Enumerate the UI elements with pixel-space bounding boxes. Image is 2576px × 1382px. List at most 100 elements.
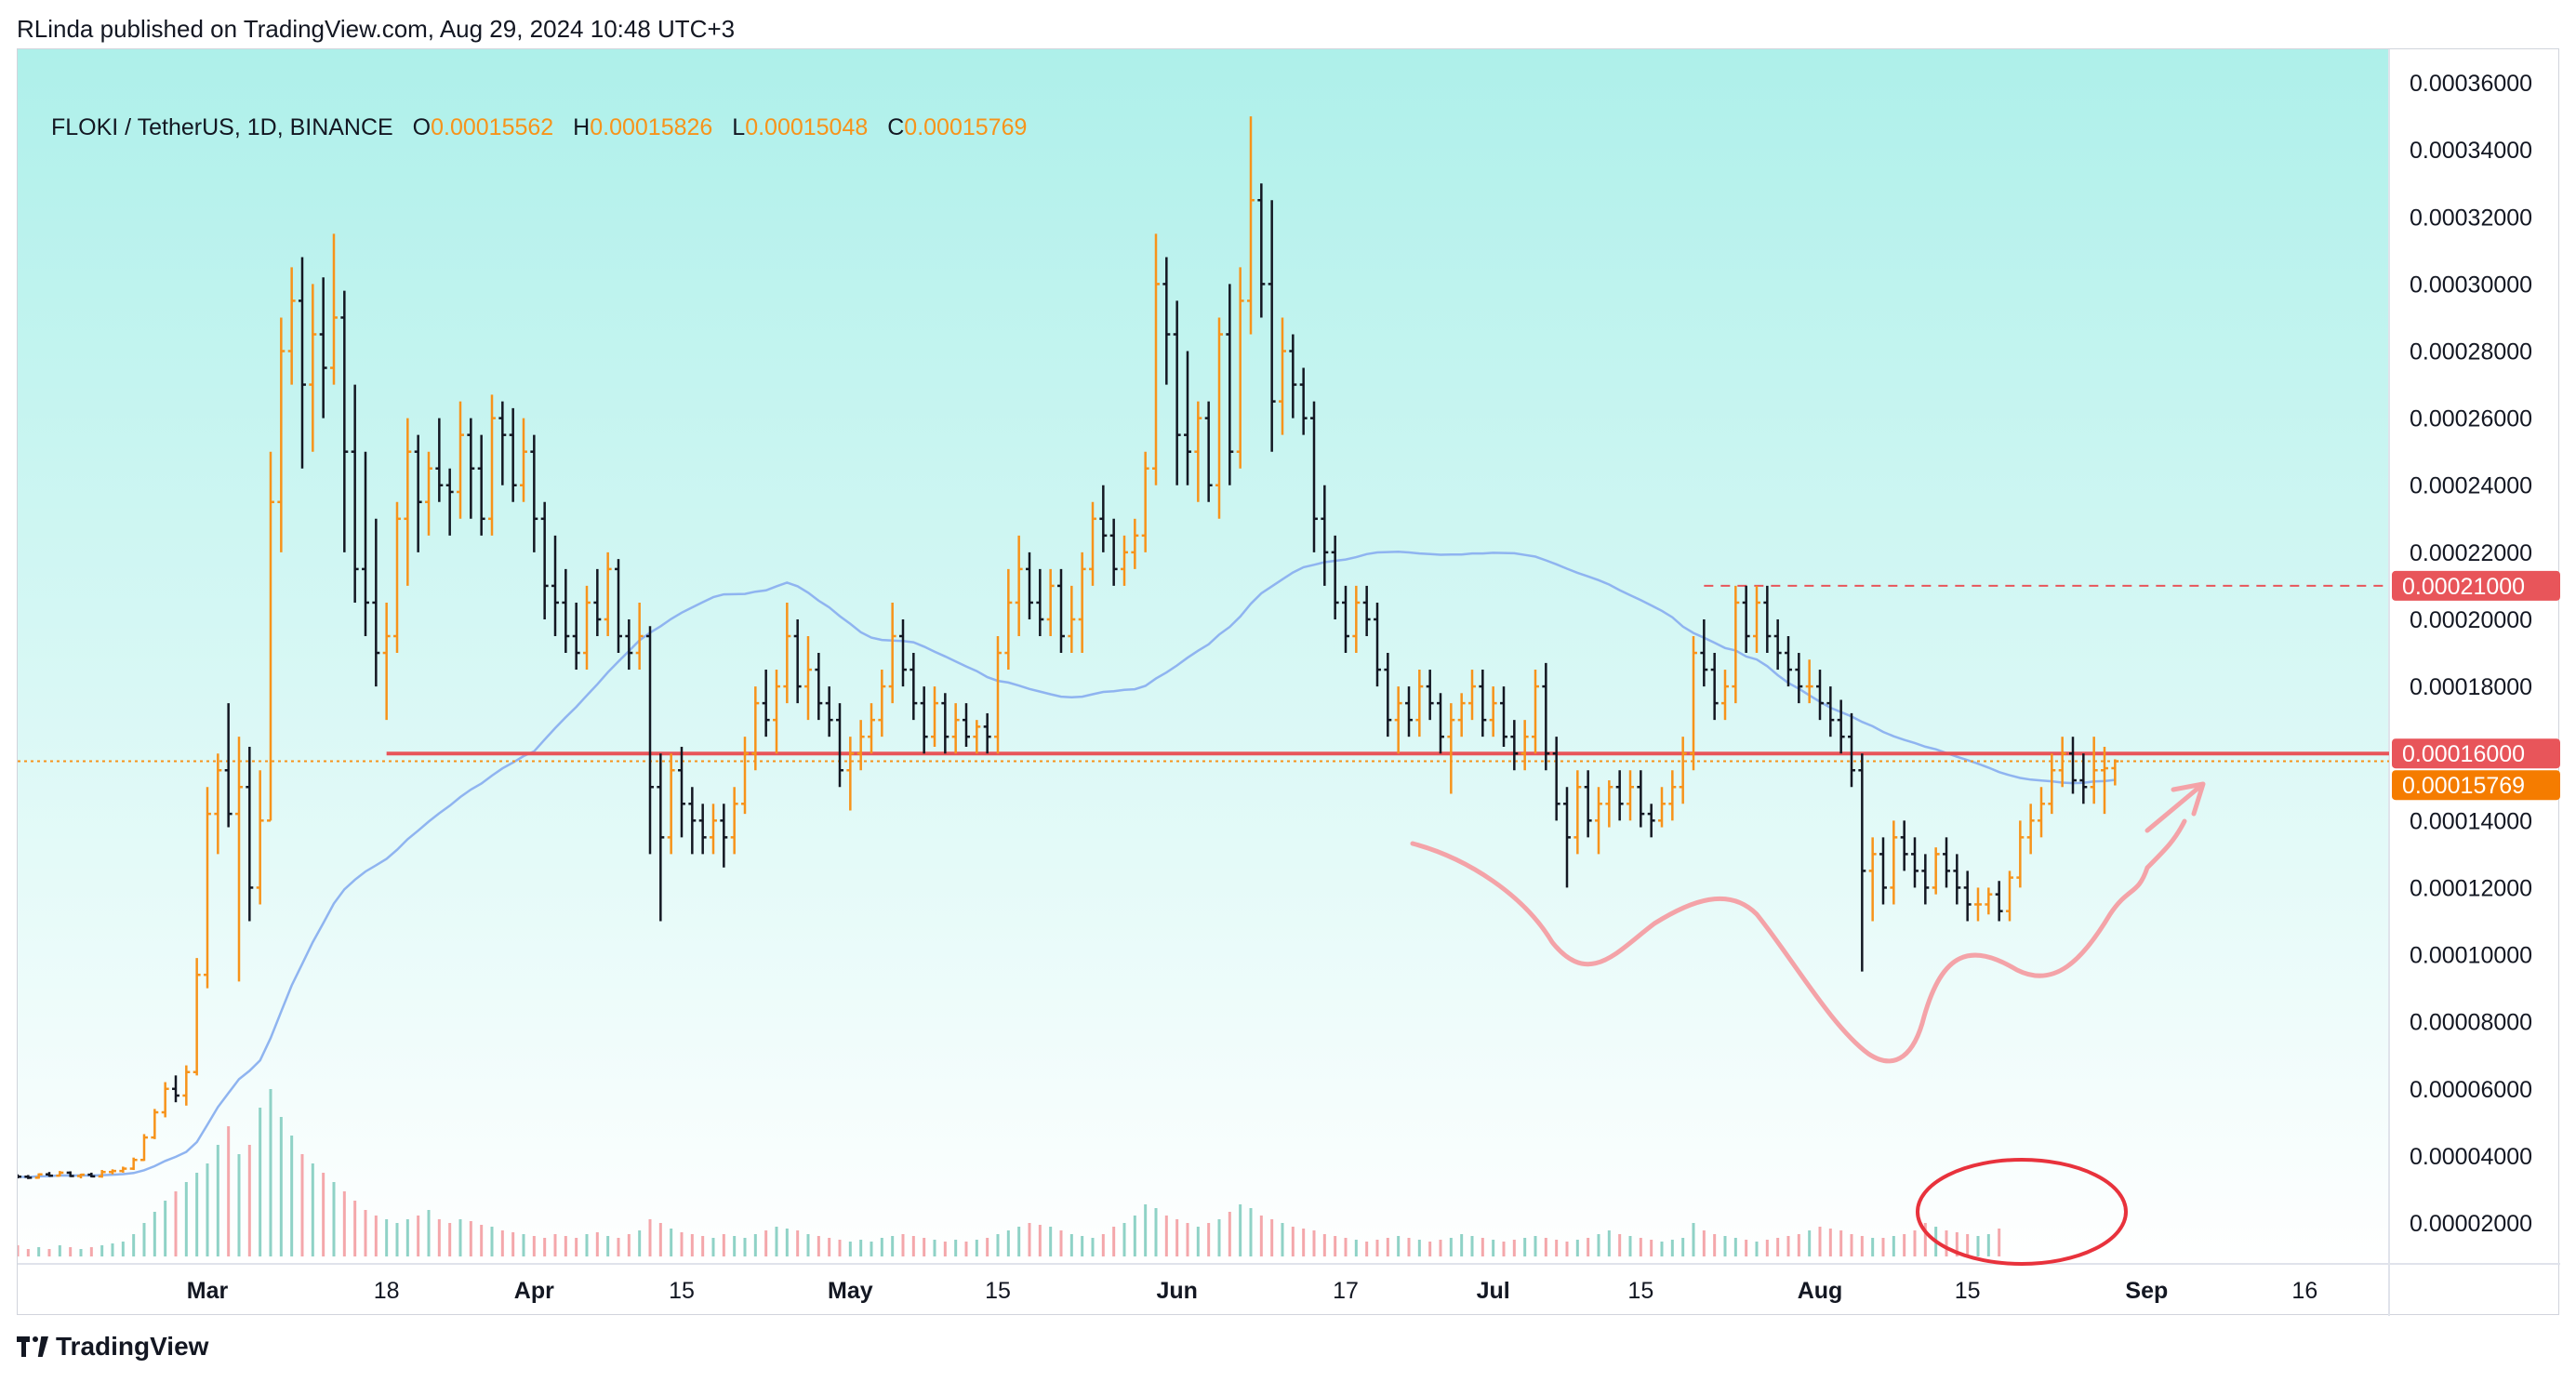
high-label: H xyxy=(573,114,591,140)
volume-bar xyxy=(1334,1236,1337,1256)
ohlc-bar xyxy=(1026,551,1033,619)
chart-frame[interactable]: 0.00002000 0.00004000 0.00006000 0.00008000… xyxy=(17,48,2560,1316)
ohlc-bar xyxy=(730,787,738,855)
time-axis-label: 16 xyxy=(2291,1278,2317,1304)
symbol-label[interactable]: FLOKI / TetherUS, 1D, BINANCE xyxy=(51,114,393,140)
ohlc-bar xyxy=(1036,568,1044,637)
volume-bar xyxy=(1776,1238,1780,1256)
ohlc-bar xyxy=(140,1134,148,1162)
time-axis-label: Apr xyxy=(514,1278,554,1304)
volume-bar xyxy=(458,1219,462,1256)
price-axis-label: 0.00008000 xyxy=(2410,1010,2532,1036)
ohlc-bar xyxy=(1215,317,1223,519)
volume-bar xyxy=(1639,1238,1642,1256)
volume-bar xyxy=(1470,1236,1474,1256)
volume-bar xyxy=(1017,1227,1021,1256)
volume-bar xyxy=(18,1245,20,1256)
ohlc-bars xyxy=(18,116,2119,1179)
price-chart[interactable]: 0.00002000 0.00004000 0.00006000 0.00008000… xyxy=(18,49,2560,1316)
ohlc-bar xyxy=(868,703,875,754)
volume-bar xyxy=(1713,1234,1717,1256)
ohlc-bar xyxy=(1457,693,1466,738)
volume-bar xyxy=(838,1240,842,1256)
ohlc-bar xyxy=(1542,662,1550,771)
volume-bar xyxy=(680,1232,684,1256)
volume-bar xyxy=(553,1234,557,1256)
ohlc-bar xyxy=(267,451,274,822)
ohlc-bar xyxy=(224,703,232,828)
volume-bar xyxy=(279,1117,283,1256)
ohlc-bar xyxy=(2058,737,2066,788)
price-axis-label: 0.00002000 xyxy=(2410,1211,2532,1237)
volume-bar xyxy=(142,1223,146,1256)
ohlc-bar xyxy=(1046,568,1055,637)
ohlc-bar xyxy=(256,770,264,905)
ohlc-bar xyxy=(888,602,896,704)
footer-brand[interactable]: TradingView xyxy=(56,1332,209,1361)
volume-bar xyxy=(1417,1240,1421,1256)
volume-bar xyxy=(1871,1238,1875,1256)
ohlc-bar xyxy=(899,618,907,687)
ohlc-bar xyxy=(973,720,981,754)
price-axis-label: 0.00026000 xyxy=(2410,406,2532,432)
ohlc-bar xyxy=(2111,759,2119,786)
volume-bar xyxy=(374,1216,378,1256)
tradingview-logo-icon[interactable] xyxy=(17,1336,48,1357)
ohlc-bar xyxy=(1268,200,1276,452)
volume-bar xyxy=(1397,1236,1401,1256)
ohlc-bar xyxy=(1785,636,1792,687)
ohlc-bar xyxy=(445,468,454,536)
volume-bar xyxy=(1828,1229,1832,1256)
ohlc-bar xyxy=(941,693,949,754)
volume-bar xyxy=(322,1173,325,1256)
price-badge: 0.00016000 xyxy=(2392,738,2560,769)
volume-bar xyxy=(1375,1240,1379,1256)
volume-bar xyxy=(543,1238,547,1256)
ohlc-bar xyxy=(109,1169,116,1175)
ohlc-bar xyxy=(435,418,444,502)
price-axis[interactable]: 0.00002000 0.00004000 0.00006000 0.00008000… xyxy=(2410,71,2532,1237)
ohlc-bar xyxy=(2016,820,2025,888)
ohlc-bar xyxy=(2090,737,2098,804)
price-axis-label: 0.00022000 xyxy=(2410,540,2532,566)
ohlc-bar xyxy=(1131,518,1139,569)
volume-bar xyxy=(1998,1229,2001,1256)
volume-bar xyxy=(269,1089,272,1256)
volume-bar xyxy=(986,1238,989,1256)
volume-bar xyxy=(1354,1240,1358,1256)
ohlc-bar xyxy=(1489,686,1497,738)
ohlc-bar xyxy=(1121,535,1128,586)
volume-bar xyxy=(658,1223,662,1256)
ohlc-bar xyxy=(773,670,780,754)
time-axis-label: Jun xyxy=(1156,1278,1197,1304)
ohlc-bar xyxy=(783,602,791,704)
ohlc-bar xyxy=(119,1166,127,1173)
volume-bar xyxy=(1249,1208,1253,1256)
ohlc-bar xyxy=(551,535,559,637)
ohlc-bar xyxy=(1805,659,1813,704)
ohlc-bar xyxy=(530,434,538,552)
ohlc-bar xyxy=(1932,847,1940,895)
price-axis-label: 0.00028000 xyxy=(2410,339,2532,365)
volume-bar xyxy=(617,1238,620,1256)
volume-bar xyxy=(1892,1236,1895,1256)
volume-bar xyxy=(670,1229,673,1256)
ohlc-bar xyxy=(46,1172,53,1177)
volume-bar xyxy=(364,1210,367,1256)
price-axis-label: 0.00036000 xyxy=(2410,71,2532,97)
close-label: C xyxy=(887,114,905,140)
time-axis[interactable]: Mar 18 Apr 15 May 15 Jun 17 Jul 15 Aug 15 Sep 16 xyxy=(187,1278,2317,1304)
volume-bar xyxy=(1312,1230,1316,1256)
ohlc-bar xyxy=(615,559,622,654)
volume-bar xyxy=(1164,1216,1168,1256)
ohlc-bar xyxy=(1816,670,1824,721)
volume-bar xyxy=(828,1238,831,1256)
ohlc-bar xyxy=(1700,618,1708,687)
volume-bar xyxy=(1133,1216,1136,1256)
ohlc-bar xyxy=(1900,820,1908,871)
ohlc-bar xyxy=(1563,787,1571,888)
volume-bar xyxy=(69,1247,73,1256)
volume-bar xyxy=(1186,1223,1189,1256)
moving-average xyxy=(18,551,2116,1179)
volume-bar xyxy=(332,1182,336,1256)
